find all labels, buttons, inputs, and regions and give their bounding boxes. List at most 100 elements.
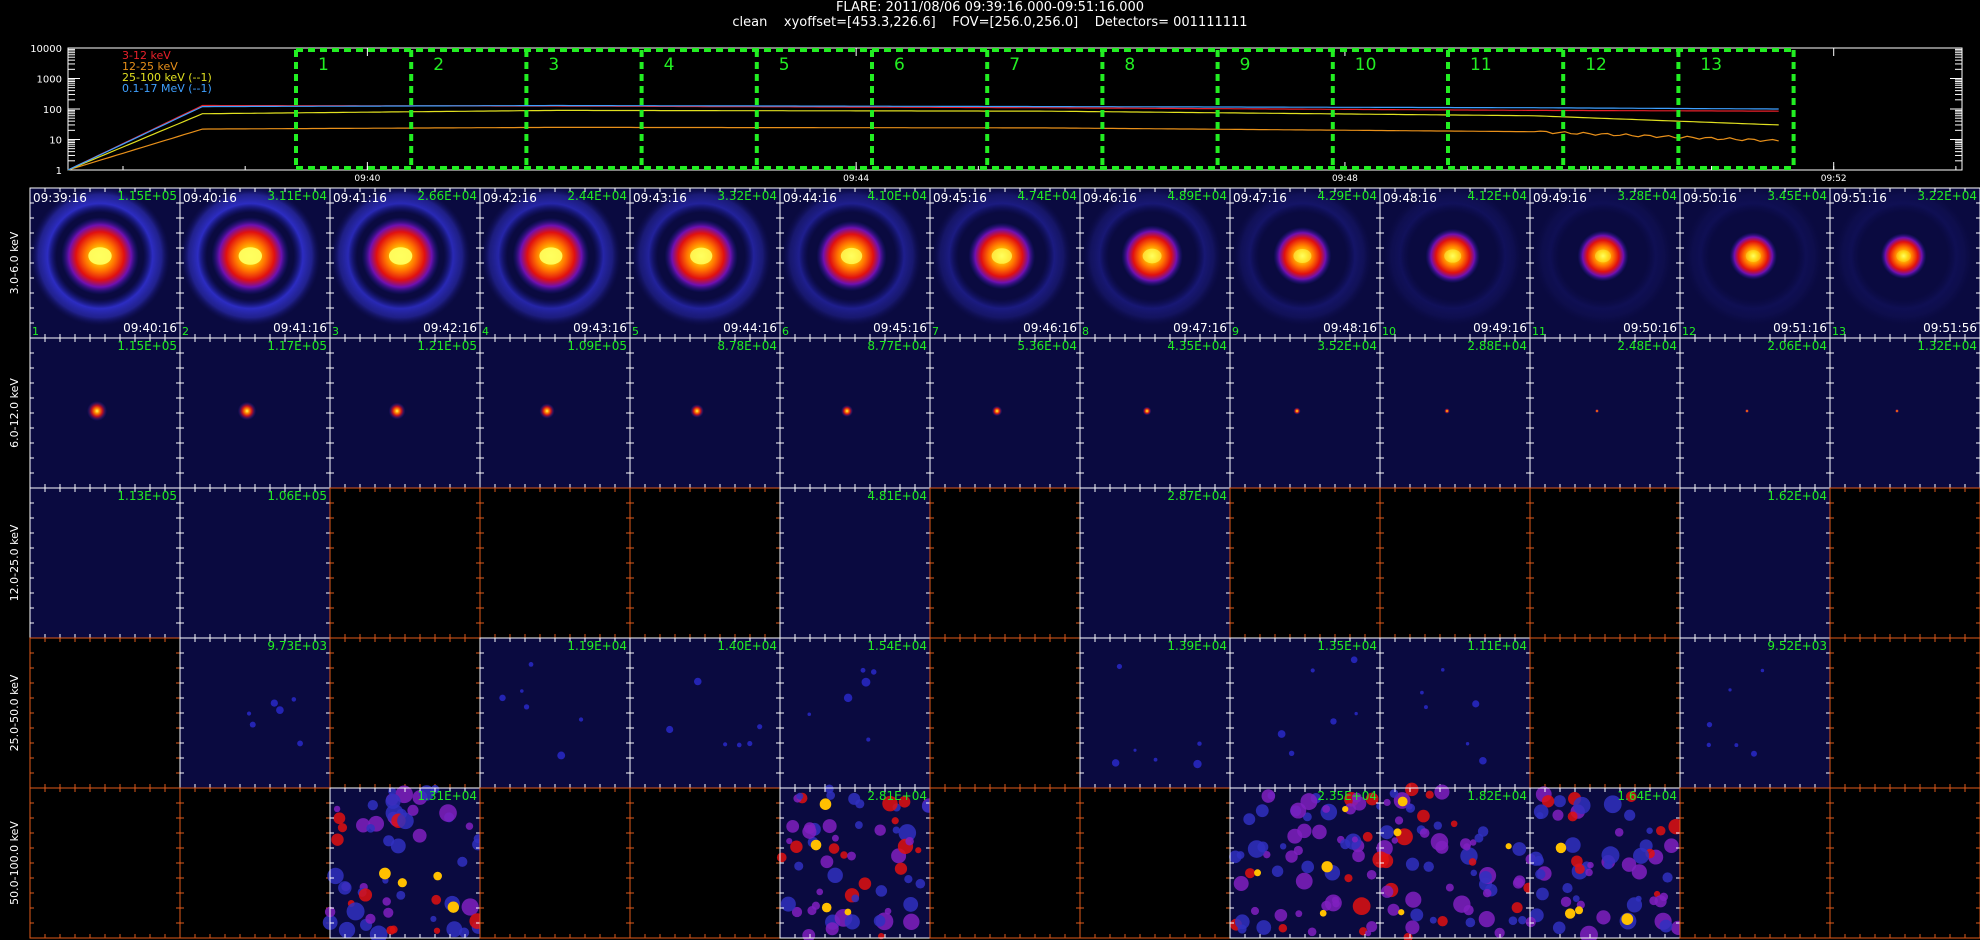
noise-blob [1322, 805, 1331, 813]
noise-blob [1565, 837, 1581, 853]
interval-number: 13 [1700, 55, 1722, 75]
image-cell: 2.06E+04 [1679, 337, 1831, 489]
interval-end-time: 09:41:16 [273, 321, 327, 335]
noise-blob [1508, 916, 1518, 925]
peak-counts: 1.40E+04 [717, 639, 777, 653]
noise-blob [786, 837, 793, 845]
flare-source [1273, 227, 1332, 285]
image-cell: 1.19E+04 [479, 637, 631, 789]
noise-blob [412, 790, 428, 805]
noise-blob [1331, 896, 1339, 904]
noise-hotspot [397, 878, 407, 888]
cell-background [1230, 788, 1380, 938]
noise-blob [396, 890, 406, 900]
peak-counts: 2.44E+04 [567, 189, 627, 203]
noise-blob [1243, 813, 1256, 826]
noise-blob [844, 914, 860, 930]
peak-counts: 1.15E+05 [117, 339, 177, 353]
noise-blob [802, 824, 817, 839]
flare-source [991, 405, 1003, 417]
noise-blob [776, 852, 787, 863]
noise-blob [523, 704, 530, 710]
noise-blob [1255, 804, 1269, 818]
peak-counts: 3.28E+04 [1617, 189, 1677, 203]
image-cell: 4.74E+04 09:45:16 09:46:16 7 [929, 186, 1081, 339]
noise-blob [897, 838, 914, 855]
cell-frame [629, 637, 781, 789]
noise-hotspot [1393, 828, 1402, 837]
image-cell: 9.73E+03 [179, 637, 331, 789]
cell-frame [29, 487, 181, 639]
cell-frame [1529, 187, 1681, 339]
flare-core [1142, 248, 1162, 264]
cell-frame [179, 337, 331, 489]
image-cell: 8.77E+04 [779, 337, 931, 489]
noise-blob [1653, 890, 1661, 898]
noise-blob [1423, 861, 1434, 872]
noise-hotspot [447, 901, 460, 913]
cell-frame [1379, 187, 1531, 339]
x-tick-label: 09:44 [843, 174, 869, 184]
noise-blob [915, 878, 926, 889]
image-cell [1829, 637, 1980, 789]
noise-blob [1479, 866, 1497, 884]
flare-core [88, 247, 112, 265]
noise-blob [1288, 750, 1295, 757]
noise-blob [333, 812, 346, 825]
noise-blob [1359, 927, 1368, 936]
flare-source [1595, 409, 1599, 413]
noise-hotspot [379, 867, 391, 880]
cell-background [180, 188, 330, 338]
noise-hotspot [1564, 908, 1576, 919]
noise-blob [1706, 721, 1713, 728]
noise-blob [1293, 845, 1303, 856]
noise-blob [1153, 757, 1158, 762]
noise-blob [444, 812, 455, 823]
image-cell: 5.36E+04 [929, 337, 1081, 489]
noise-blob [1430, 833, 1449, 851]
peak-counts: 2.87E+04 [1167, 489, 1227, 503]
noise-blob [358, 888, 373, 902]
noise-blob [861, 677, 871, 687]
noise-blob [827, 867, 843, 884]
cell-frame [1679, 637, 1831, 789]
interval-start-time: 09:51:16 [1833, 191, 1887, 205]
cell-background [1230, 488, 1380, 638]
noise-blob [1379, 825, 1394, 840]
image-cell: 4.35E+04 [1079, 337, 1231, 489]
cell-background [630, 638, 780, 788]
noise-blob [1310, 793, 1322, 804]
halo-ring [1382, 186, 1523, 326]
image-cell: 4.12E+04 09:48:16 09:49:16 10 [1379, 186, 1531, 339]
image-cell: 4.29E+04 09:47:16 09:48:16 9 [1229, 186, 1381, 339]
flare-source [87, 401, 107, 421]
noise-blob [578, 717, 584, 722]
halo-ring [1533, 186, 1673, 326]
noise-blob [368, 815, 385, 832]
cell-background [1680, 638, 1830, 788]
noise-blob [1529, 908, 1544, 923]
noise-blob [757, 724, 763, 730]
image-cell: 2.87E+04 [1079, 487, 1231, 639]
noise-blob [796, 792, 808, 804]
cell-frame [779, 187, 931, 339]
image-cell: 1.39E+04 [1079, 637, 1231, 789]
peak-counts: 2.88E+04 [1467, 339, 1527, 353]
cell-background [1830, 488, 1980, 638]
cell-background [1530, 488, 1680, 638]
noise-blob [385, 793, 399, 806]
noise-blob [1482, 888, 1492, 898]
noise-blob [1352, 849, 1365, 863]
noise-blob [1290, 805, 1302, 817]
cell-frame [1229, 337, 1381, 489]
noise-blob [780, 896, 796, 912]
image-cell: 1.15E+05 [29, 337, 181, 489]
image-cell [929, 787, 1081, 939]
noise-blob [1389, 789, 1399, 798]
image-cell: 1.40E+04 [629, 637, 781, 789]
noise-blob [891, 817, 899, 825]
noise-blob [1133, 748, 1137, 752]
halo-ring [1833, 186, 1974, 326]
flare-source [664, 219, 738, 293]
cell-frame [1529, 637, 1681, 789]
